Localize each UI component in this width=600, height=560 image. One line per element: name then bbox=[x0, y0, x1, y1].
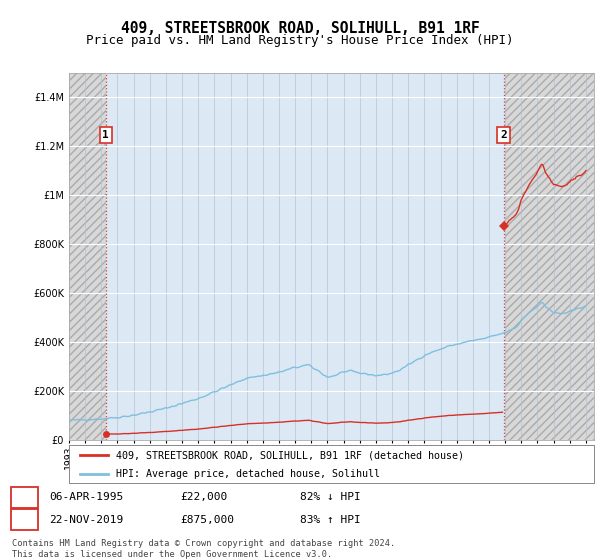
Text: Contains HM Land Registry data © Crown copyright and database right 2024.
This d: Contains HM Land Registry data © Crown c… bbox=[12, 539, 395, 559]
Text: HPI: Average price, detached house, Solihull: HPI: Average price, detached house, Soli… bbox=[116, 469, 380, 479]
Text: Price paid vs. HM Land Registry's House Price Index (HPI): Price paid vs. HM Land Registry's House … bbox=[86, 34, 514, 46]
Bar bbox=[505, 73, 594, 440]
Text: 409, STREETSBROOK ROAD, SOLIHULL, B91 1RF: 409, STREETSBROOK ROAD, SOLIHULL, B91 1R… bbox=[121, 21, 479, 36]
Text: 06-APR-1995: 06-APR-1995 bbox=[49, 492, 124, 502]
Bar bbox=[69, 73, 106, 440]
Text: 22-NOV-2019: 22-NOV-2019 bbox=[49, 515, 124, 525]
Text: 82% ↓ HPI: 82% ↓ HPI bbox=[300, 492, 361, 502]
Text: 409, STREETSBROOK ROAD, SOLIHULL, B91 1RF (detached house): 409, STREETSBROOK ROAD, SOLIHULL, B91 1R… bbox=[116, 450, 464, 460]
Text: 83% ↑ HPI: 83% ↑ HPI bbox=[300, 515, 361, 525]
Text: 1: 1 bbox=[21, 491, 28, 504]
Text: £875,000: £875,000 bbox=[180, 515, 234, 525]
Text: £22,000: £22,000 bbox=[180, 492, 227, 502]
Text: 2: 2 bbox=[500, 130, 507, 140]
Text: 1: 1 bbox=[102, 130, 109, 140]
Text: 2: 2 bbox=[21, 513, 28, 526]
